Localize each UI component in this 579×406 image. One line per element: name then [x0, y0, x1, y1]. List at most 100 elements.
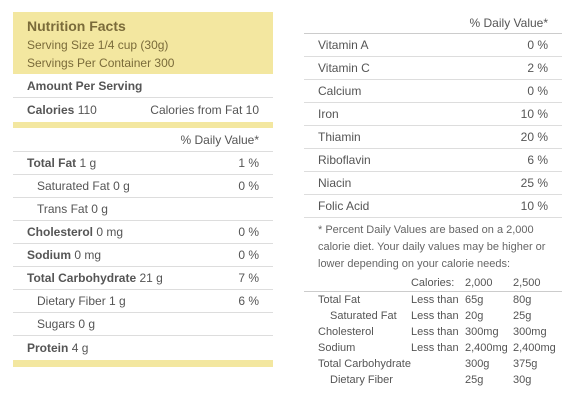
- reference-table-row: Dietary Fiber 25g 30g: [304, 372, 562, 388]
- reference-header-cell: Calories:: [410, 275, 465, 292]
- vitamin-row: Riboflavin 6 %: [304, 149, 562, 172]
- reference-cell: [411, 372, 465, 388]
- vitamin-row: Folic Acid 10 %: [304, 195, 562, 218]
- nutrient-daily-value: 0 %: [238, 179, 259, 193]
- protein-amount: 4 g: [71, 341, 89, 355]
- vitamin-label: Calcium: [318, 84, 362, 98]
- nutrient-daily-value: 7 %: [238, 271, 259, 285]
- reference-cell: Less than: [410, 326, 459, 338]
- nutrient-row: Sugars 0 g: [13, 313, 273, 336]
- vitamin-label: Folic Acid: [318, 199, 370, 213]
- reference-header-cell: [304, 275, 411, 292]
- vitamin-label: Vitamin A: [318, 38, 369, 52]
- reference-table-row: Total Fat Less than 65g 80g: [304, 292, 562, 309]
- vitamin-label: Riboflavin: [318, 153, 371, 167]
- nutrient-amount: 0 g: [113, 179, 130, 193]
- nutrient-daily-value: 0 %: [238, 225, 259, 239]
- vitamin-label: Thiamin: [318, 130, 361, 144]
- reference-cell: 20g: [464, 310, 484, 322]
- vitamin-daily-value: 20 %: [520, 130, 548, 144]
- reference-cell: 375g: [512, 358, 538, 370]
- vitamin-daily-value: 25 %: [520, 176, 548, 190]
- nutrient-label: Trans Fat: [37, 202, 88, 216]
- vitamin-label: Vitamin C: [318, 61, 370, 75]
- nutrient-label: Sugars: [37, 317, 76, 331]
- nutrition-title: Nutrition Facts: [27, 18, 126, 34]
- vitamin-label: Niacin: [318, 176, 352, 190]
- reference-table-header: Calories: 2,000 2,500: [304, 275, 562, 292]
- reference-cell: 25g: [464, 374, 484, 386]
- reference-header-cell: 2,500: [512, 275, 562, 292]
- vitamin-daily-value: 6 %: [527, 153, 548, 167]
- protein-label: Protein: [27, 341, 69, 355]
- reference-cell: 80g: [512, 294, 532, 306]
- vitamin-row: Thiamin 20 %: [304, 126, 562, 149]
- reference-cell: 300mg: [464, 326, 499, 338]
- nutrient-daily-value: 1 %: [238, 156, 259, 170]
- reference-cell: Dietary Fiber: [330, 374, 393, 386]
- reference-cell: 65g: [464, 294, 484, 306]
- reference-cell: 300g: [464, 358, 490, 370]
- protein-row: Protein 4 g: [13, 336, 273, 360]
- reference-cell: Cholesterol: [318, 326, 374, 338]
- nutrition-facts-left-panel: Nutrition Facts Serving Size 1/4 cup (30…: [13, 12, 273, 367]
- servings-per-container: Servings Per Container 300: [27, 56, 175, 70]
- bottom-divider: [13, 360, 273, 367]
- reference-cell: [411, 356, 465, 372]
- vitamin-daily-value: 0 %: [527, 84, 548, 98]
- nutrient-label: Cholesterol: [27, 225, 94, 239]
- nutrient-label: Total Carbohydrate: [27, 271, 137, 285]
- vitamin-row: Vitamin C 2 %: [304, 57, 562, 80]
- calories-from-fat: Calories from Fat 10: [150, 103, 259, 117]
- reference-cell: Sodium: [318, 342, 356, 354]
- nutrient-row: Cholesterol 0 mg 0 %: [13, 221, 273, 244]
- nutrient-daily-value: [199, 313, 259, 335]
- nutrient-amount: 1 g: [79, 156, 97, 170]
- nutrient-label: Saturated Fat: [37, 179, 110, 193]
- reference-table-row: Total Carbohydrate 300g 375g: [304, 356, 562, 372]
- nutrient-amount: 21 g: [139, 271, 163, 285]
- reference-cell: Less than: [410, 342, 459, 354]
- nutrient-label: Sodium: [27, 248, 71, 262]
- nutrient-daily-value: [199, 198, 259, 220]
- reference-cell: Less than: [410, 310, 459, 322]
- nutrient-row: Total Carbohydrate 21 g 7 %: [13, 267, 273, 290]
- nutrient-label: Dietary Fiber: [37, 294, 106, 308]
- nutrition-header: Nutrition Facts Serving Size 1/4 cup (30…: [13, 12, 273, 74]
- daily-value-footnote: * Percent Daily Values are based on a 2,…: [318, 224, 546, 270]
- nutrient-amount: 0 g: [78, 317, 96, 331]
- reference-header-cell: 2,000: [464, 275, 513, 292]
- daily-value-header: % Daily Value*: [13, 128, 273, 152]
- reference-cell: 25g: [512, 310, 532, 322]
- nutrient-list: Total Fat 1 g 1 % Saturated Fat 0 g 0 % Tran…: [13, 152, 273, 336]
- vitamin-daily-value: 10 %: [520, 107, 548, 121]
- thick-divider: [13, 122, 273, 128]
- serving-size: Serving Size 1/4 cup (30g): [27, 38, 169, 52]
- reference-table-row: Saturated Fat Less than 20g 25g: [304, 308, 562, 324]
- nutrient-amount: 0 g: [91, 202, 108, 216]
- reference-cell: Total Fat: [318, 294, 361, 306]
- daily-value-reference-table: Calories: 2,000 2,500 Total Fat Less than 65g…: [304, 275, 562, 388]
- nutrient-row: Saturated Fat 0 g 0 %: [13, 175, 273, 198]
- vitamins-daily-value-header: % Daily Value*: [304, 12, 562, 34]
- nutrient-daily-value: 0 %: [238, 248, 259, 262]
- vitamin-label: Iron: [318, 107, 339, 121]
- nutrient-daily-value: 6 %: [238, 294, 259, 308]
- reference-cell: 2,400mg: [464, 342, 508, 354]
- calories-row: Calories 110 Calories from Fat 10: [13, 98, 273, 122]
- reference-cell: 300mg: [512, 326, 547, 338]
- calories-label: Calories: [27, 103, 75, 117]
- nutrient-row: Sodium 0 mg 0 %: [13, 244, 273, 267]
- vitamin-daily-value: 10 %: [520, 199, 548, 213]
- nutrient-row: Total Fat 1 g 1 %: [13, 152, 273, 175]
- vitamin-daily-value: 0 %: [527, 38, 548, 52]
- vitamins-right-panel: % Daily Value* Vitamin A 0 % Vitamin C 2 % C…: [304, 12, 562, 388]
- reference-table-row: Sodium Less than 2,400mg 2,400mg: [304, 340, 562, 356]
- vitamin-list: Vitamin A 0 % Vitamin C 2 % Calcium 0 % Iron 10…: [304, 34, 562, 218]
- reference-cell: Saturated Fat: [330, 310, 397, 322]
- vitamin-daily-value: 2 %: [527, 61, 548, 75]
- nutrient-amount: 0 mg: [96, 225, 124, 239]
- nutrient-row: Trans Fat 0 g: [13, 198, 273, 221]
- vitamin-row: Calcium 0 %: [304, 80, 562, 103]
- amount-per-serving: Amount Per Serving: [13, 74, 273, 98]
